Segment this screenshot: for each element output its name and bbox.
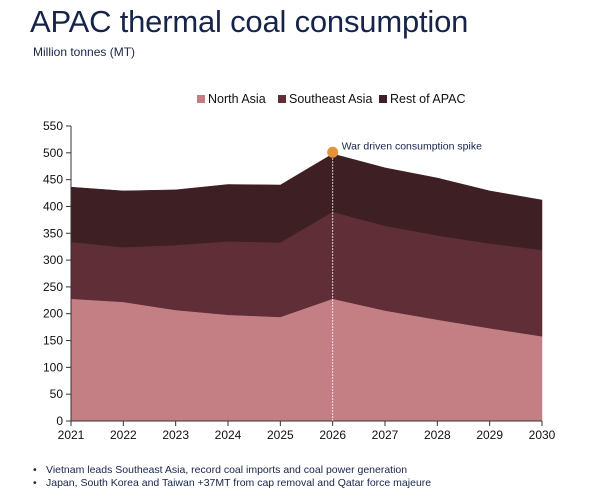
y-tick-label: 50 xyxy=(50,387,64,401)
chart-title: APAC thermal coal consumption xyxy=(30,4,469,39)
legend-swatch-north-asia xyxy=(197,95,205,103)
chart-subtitle: Million tonnes (MT) xyxy=(33,45,136,59)
footnote-item: Vietnam leads Southeast Asia, record coa… xyxy=(30,464,431,477)
x-tick-label: 2026 xyxy=(319,428,346,442)
legend-swatch-rest-of-apac xyxy=(379,95,387,103)
legend-label-rest-of-apac: Rest of APAC xyxy=(390,92,466,106)
legend-label-southeast-asia: Southeast Asia xyxy=(289,92,372,106)
y-tick-label: 250 xyxy=(43,280,63,294)
x-tick-label: 2023 xyxy=(162,428,189,442)
x-tick-label: 2029 xyxy=(476,428,503,442)
x-tick-label: 2024 xyxy=(215,428,242,442)
area-rest-of-apac xyxy=(70,153,543,251)
annotation-label: War driven consumption spike xyxy=(342,140,482,152)
y-tick-label: 450 xyxy=(43,173,63,187)
y-tick-label: 100 xyxy=(43,360,63,374)
x-tick-label: 2025 xyxy=(267,428,294,442)
chart-axes: 0 50 100 150 200 250 300 350 400 450 500 550 2021 202… xyxy=(43,119,556,442)
chart-areas xyxy=(70,153,543,422)
footnotes: Vietnam leads Southeast Asia, record coa… xyxy=(30,464,431,490)
legend: North Asia Southeast Asia Rest of APAC xyxy=(197,92,466,106)
y-tick-label: 300 xyxy=(43,253,63,267)
y-tick-label: 0 xyxy=(56,414,63,428)
annotation: War driven consumption spike xyxy=(327,140,482,421)
x-tick-label: 2021 xyxy=(58,428,85,442)
x-tick-label: 2022 xyxy=(110,428,137,442)
legend-swatch-southeast-asia xyxy=(278,95,286,103)
y-tick-label: 550 xyxy=(43,119,63,133)
x-tick-label: 2028 xyxy=(424,428,451,442)
annotation-marker xyxy=(327,146,339,158)
x-tick-label: 2030 xyxy=(529,428,556,442)
x-tick-label: 2027 xyxy=(372,428,399,442)
y-tick-label: 400 xyxy=(43,199,63,213)
y-tick-label: 200 xyxy=(43,307,63,321)
y-tick-label: 150 xyxy=(43,334,63,348)
y-tick-label: 350 xyxy=(43,226,63,240)
legend-label-north-asia: North Asia xyxy=(208,92,266,106)
footnote-item: Japan, South Korea and Taiwan +37MT from… xyxy=(30,477,431,490)
y-tick-label: 500 xyxy=(43,146,63,160)
